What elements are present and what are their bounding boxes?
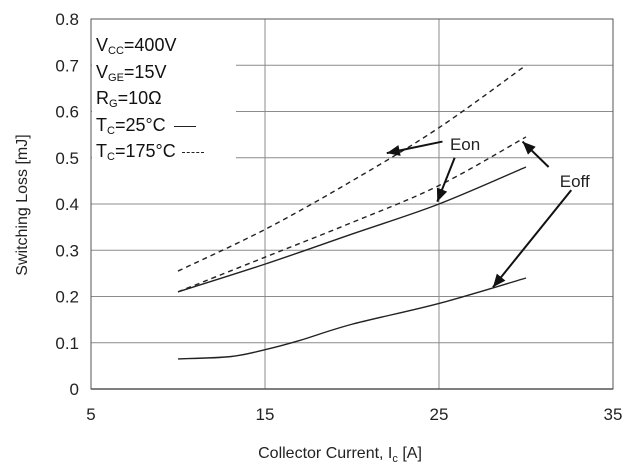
legend-vcc: VCC=400V — [96, 35, 177, 57]
legend-box: VCC=400V VGE=15V RG=10Ω TC=25°C TC=175°C — [92, 29, 236, 170]
x-tick-label: 35 — [604, 405, 623, 424]
x-tick-label: 5 — [86, 405, 95, 424]
y-tick-label: 0.7 — [55, 56, 79, 75]
x-tick-label: 15 — [256, 405, 275, 424]
tc175-eon-line — [177, 64, 527, 272]
legend-tc-175: TC=175°C — [96, 141, 204, 167]
tc25-eoff-line — [177, 277, 527, 360]
y-axis-title: Switching Loss [mJ] — [14, 134, 31, 275]
series-group — [177, 64, 527, 360]
y-tick-label: 0 — [70, 380, 79, 399]
y-tick-label: 0.5 — [55, 149, 79, 168]
annotation-arrow-head — [492, 273, 506, 288]
legend-solid-line-key — [173, 125, 196, 127]
x-axis-title: Collector Current, Ic [A] — [258, 445, 422, 465]
annotation-arrow-head — [522, 141, 536, 155]
tick-labels: 0 0.1 0.2 0.3 0.4 0.5 0.6 0.7 0.8 5 15 25 35 — [55, 10, 622, 424]
arrow-group — [386, 140, 573, 288]
y-tick-label: 0.6 — [55, 103, 79, 122]
eoff-annotation: Eoff — [560, 172, 590, 191]
y-tick-label: 0.1 — [55, 334, 79, 353]
annotation-arrow-head — [386, 145, 401, 156]
legend-vge: VGE=15V — [96, 62, 167, 84]
legend-tc-25: TC=25°C — [96, 115, 196, 141]
annotation-arrow-head — [436, 187, 448, 202]
eon-annotation: Eon — [450, 135, 480, 154]
x-tick-label: 25 — [430, 405, 449, 424]
legend-rg: RG=10Ω — [96, 88, 162, 110]
annotation-arrow-shaft — [492, 189, 573, 288]
y-tick-label: 0.4 — [55, 195, 79, 214]
y-tick-label: 0.2 — [55, 288, 79, 307]
y-tick-label: 0.8 — [55, 10, 79, 29]
y-tick-label: 0.3 — [55, 241, 79, 260]
legend-dashed-line-key — [181, 151, 204, 153]
tc25-eon-line — [177, 166, 527, 293]
